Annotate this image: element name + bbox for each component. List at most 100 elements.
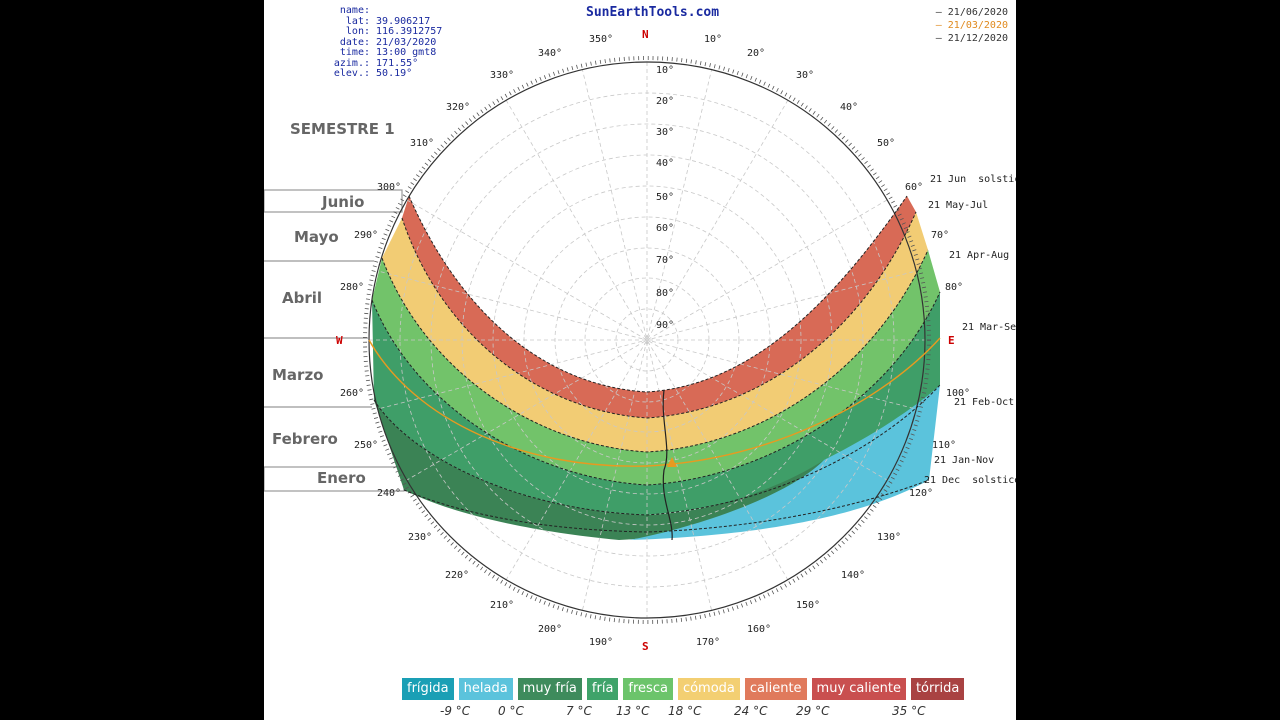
svg-text:40°: 40° [656,158,674,169]
temp-label: 35 °C [892,704,926,718]
legend-chip: caliente [744,678,807,700]
svg-text:110°: 110° [932,440,956,451]
curve-label: 21 Mar-Sep [962,322,1016,333]
temp-label: 29 °C [796,704,830,718]
svg-text:30°: 30° [656,127,674,138]
svg-text:20°: 20° [656,96,674,107]
elevation-labels: 10° 20° 30° 40° 50° 60° 70° 80° 90° [656,65,674,331]
sun-path-canvas: 10° 20° 30° 40° 50° 60° 70° 80° 100° 110… [264,0,1016,720]
svg-text:280°: 280° [340,282,364,293]
date-legend-item: – 21/03/2020 [935,20,1008,31]
svg-text:260°: 260° [340,388,364,399]
east-label: E [948,334,955,347]
curve-label: 21 Apr-Aug [949,250,1010,261]
month-label-febrero: Febrero [272,430,338,448]
legend-chip: helada [458,678,513,700]
sun-path-curves [371,195,941,533]
temp-label: 24 °C [734,704,768,718]
equinox-curve [368,337,941,467]
info-row: lon: 116.3912757 [345,26,443,37]
month-label-marzo: Marzo [272,366,324,384]
temp-label: 18 °C [668,704,702,718]
west-label: W [336,334,343,347]
month-label-mayo: Mayo [294,228,339,246]
azimuth-labels: 10° 20° 30° 40° 50° 60° 70° 80° 100° 110… [340,34,970,648]
svg-text:150°: 150° [796,600,820,611]
temp-label: 13 °C [616,704,650,718]
svg-text:310°: 310° [410,138,434,149]
curve-label: 21 May-Jul [928,200,989,211]
legend-chip: frígida [402,678,454,700]
curve-label: 21 Feb-Oct [954,397,1015,408]
temp-label: -9 °C [440,704,471,718]
band-comoda [382,212,928,452]
svg-text:120°: 120° [909,488,933,499]
info-row: lat: 39.906217 [345,15,431,27]
svg-text:130°: 130° [877,532,901,543]
north-label: N [642,28,649,41]
curve-label: 21 Dec solstice [924,475,1016,486]
temperature-legend: frígida helada muy fría fría fresca cómo… [402,678,965,700]
legend-chip: tórrida [910,678,965,700]
svg-text:350°: 350° [589,34,613,45]
svg-text:300°: 300° [377,182,401,193]
svg-text:170°: 170° [696,637,720,648]
svg-text:50°: 50° [656,192,674,203]
analemma-line [662,389,673,541]
info-row: time: 13:00 gmt8 [339,47,437,58]
site-title[interactable]: SunEarthTools.com [586,5,720,20]
info-row: azim.: 171.55° [333,57,419,69]
svg-text:90°: 90° [656,320,674,331]
curve-label: 21 Jan-Nov [934,455,995,466]
svg-text:40°: 40° [840,102,858,113]
date-legend: – 21/06/2020 – 21/03/2020 – 21/12/2020 [936,6,1008,45]
temp-label: 0 °C [498,704,524,718]
svg-text:10°: 10° [656,65,674,76]
tick-ring [363,56,931,624]
legend-chip: fresca [623,678,673,700]
month-label-enero: Enero [317,469,366,487]
svg-text:60°: 60° [905,182,923,193]
svg-text:80°: 80° [656,288,674,299]
svg-text:100°: 100° [946,388,970,399]
svg-text:330°: 330° [490,70,514,81]
svg-text:290°: 290° [354,230,378,241]
semestre-title: SEMESTRE 1 [290,120,395,138]
info-row: date: 21/03/2020 [339,36,437,48]
band-fresca [372,250,940,485]
svg-text:320°: 320° [446,102,470,113]
sun-position-marker [667,457,677,467]
band-muy-fria [374,400,824,540]
month-label-junio: Junio [322,193,365,211]
legend-chip: fría [586,678,619,700]
svg-text:340°: 340° [538,48,562,59]
svg-text:20°: 20° [747,48,765,59]
date-legend-item: – 21/12/2020 [935,33,1008,44]
svg-text:10°: 10° [704,34,722,45]
svg-text:190°: 190° [589,637,613,648]
svg-text:250°: 250° [354,440,378,451]
legend-chip: muy caliente [811,678,906,700]
south-label: S [642,640,649,653]
svg-text:230°: 230° [408,532,432,543]
svg-text:70°: 70° [931,230,949,241]
svg-text:80°: 80° [945,282,963,293]
svg-text:160°: 160° [747,624,771,635]
legend-chip: cómoda [677,678,740,700]
temperature-bands [372,196,940,540]
svg-text:210°: 210° [490,600,514,611]
band-fria [372,292,940,515]
svg-text:200°: 200° [538,624,562,635]
sun-path-diagram: 10° 20° 30° 40° 50° 60° 70° 80° 100° 110… [264,34,970,648]
svg-text:240°: 240° [377,488,401,499]
info-row: name: [339,5,370,16]
temp-label: 7 °C [566,704,592,718]
svg-text:70°: 70° [656,255,674,266]
curve-label: 21 Jun solstice [930,174,1016,185]
band-torrida [402,196,916,418]
date-legend-item: – 21/06/2020 [935,7,1008,18]
svg-text:50°: 50° [877,138,895,149]
legend-chip: muy fría [517,678,582,700]
polar-grid [369,62,925,618]
location-info: name: lat: 39.906217 lon: 116.3912757 da… [324,5,443,80]
